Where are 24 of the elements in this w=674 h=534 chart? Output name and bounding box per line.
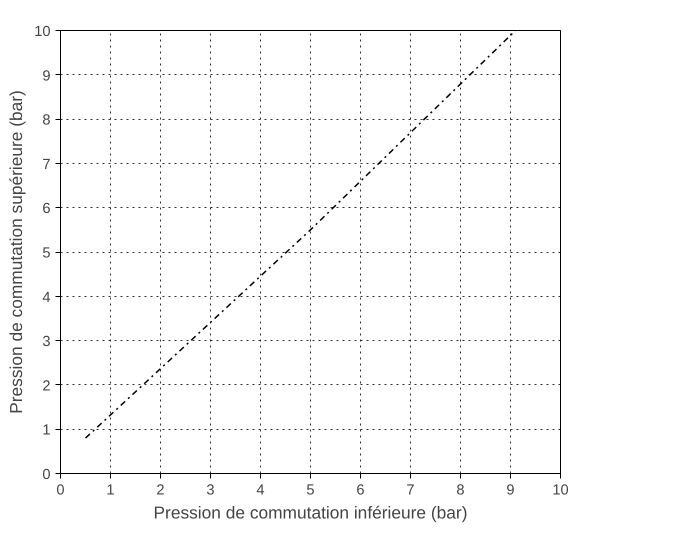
y-tick-label: 2	[42, 378, 51, 394]
y-axis-title: Pression de commutation supérieure (bar)	[6, 90, 26, 414]
y-tick-label: 4	[42, 290, 51, 306]
x-tick-label: 8	[456, 482, 465, 498]
x-tick-label: 5	[306, 482, 315, 498]
x-tick-label: 1	[106, 482, 115, 498]
y-tick-label: 1	[42, 422, 51, 439]
x-tick-label: 10	[552, 482, 569, 498]
y-tick-label: 3	[42, 334, 51, 350]
y-tick-label: 5	[42, 246, 51, 262]
y-tick-label: 6	[42, 201, 51, 218]
y-tick-label: 0	[42, 467, 51, 483]
x-tick-label: 3	[206, 482, 215, 498]
x-tick-label: 9	[506, 482, 515, 498]
x-axis-title: Pression de commutation inférieure (bar)	[154, 502, 468, 522]
y-tick-label: 7	[42, 156, 51, 173]
x-tick-label: 6	[356, 482, 365, 498]
y-tick-label: 9	[42, 68, 51, 84]
y-tick-label: 10	[34, 24, 51, 40]
y-tick-label: 8	[42, 112, 51, 129]
x-tick-label: 0	[56, 482, 65, 498]
x-tick-label: 2	[156, 482, 165, 498]
x-tick-label: 4	[256, 482, 265, 498]
x-tick-label: 7	[406, 482, 415, 498]
